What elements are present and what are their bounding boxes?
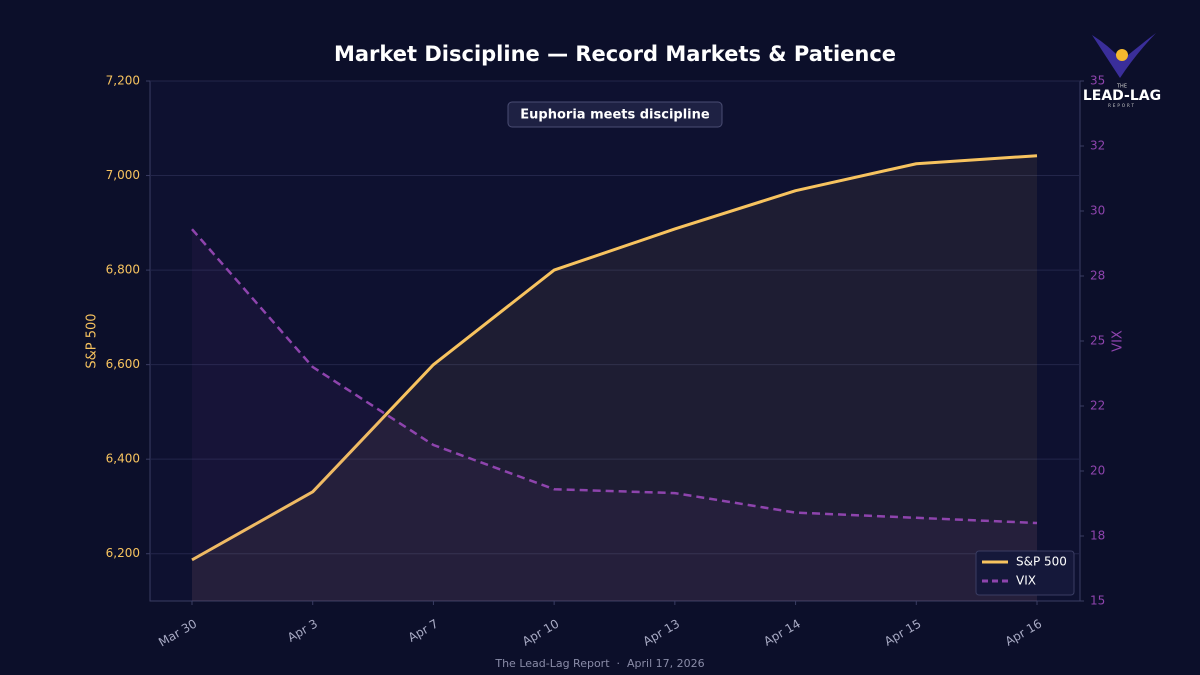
logo-bottom: REPORT bbox=[1108, 103, 1136, 108]
chart-title: Market Discipline — Record Markets & Pat… bbox=[334, 42, 896, 66]
y-tick-label: 7,000 bbox=[106, 168, 140, 182]
y2-tick-label: 28 bbox=[1090, 269, 1105, 283]
logo-wings bbox=[1092, 33, 1156, 78]
area-fill bbox=[192, 229, 1037, 601]
y-tick-label: 6,800 bbox=[106, 263, 140, 277]
footer: The Lead-Lag Report · April 17, 2026 bbox=[494, 657, 704, 670]
logo-bird bbox=[1116, 49, 1128, 61]
y2-tick-label: 32 bbox=[1090, 139, 1105, 153]
legend-label: S&P 500 bbox=[1016, 555, 1067, 569]
plot-area bbox=[149, 80, 1081, 602]
area-fill bbox=[192, 155, 1037, 601]
y-tick-label: 7,200 bbox=[106, 74, 140, 88]
y2-tick-label: 22 bbox=[1090, 399, 1105, 413]
logo: THE LEAD-LAG REPORT bbox=[1083, 33, 1161, 108]
y-tick-label: 6,200 bbox=[106, 546, 140, 560]
y2-axis-label: VIX bbox=[1111, 330, 1126, 352]
annotation: Euphoria meets discipline bbox=[520, 108, 710, 123]
y2-tick-label: 25 bbox=[1090, 334, 1105, 348]
y-tick-label: 6,400 bbox=[106, 452, 140, 466]
logo-main: LEAD-LAG bbox=[1083, 88, 1161, 104]
y2-tick-label: 15 bbox=[1090, 594, 1105, 608]
annotation-box bbox=[507, 101, 723, 128]
line bbox=[191, 228, 1038, 525]
y2-tick-label: 35 bbox=[1090, 74, 1105, 88]
y-axis-label: S&P 500 bbox=[85, 313, 100, 368]
y2-tick-label: 30 bbox=[1090, 204, 1105, 218]
y-tick-label: 6,600 bbox=[106, 357, 140, 371]
legend-label: VIX bbox=[1016, 574, 1036, 588]
y2-tick-label: 20 bbox=[1090, 464, 1105, 478]
logo-top: THE bbox=[1116, 84, 1127, 90]
y2-tick-label: 18 bbox=[1090, 529, 1105, 543]
line bbox=[191, 154, 1038, 562]
